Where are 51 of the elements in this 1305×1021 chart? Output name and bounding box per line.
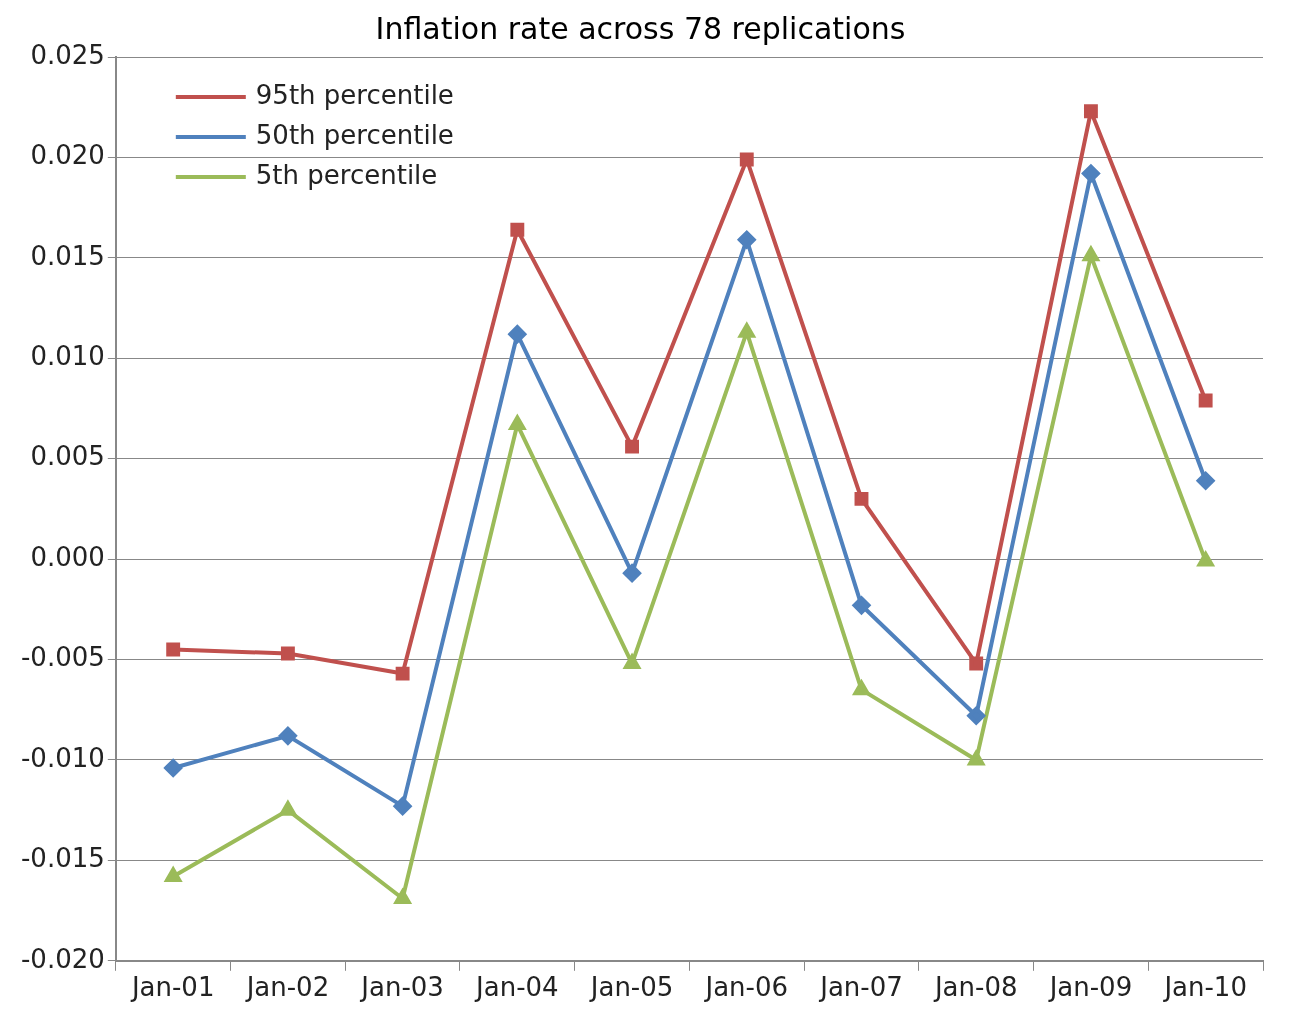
point <box>854 491 869 506</box>
point <box>508 325 527 344</box>
x-tick-label: Jan-01 <box>129 972 215 1003</box>
x-tick-label: Jan-07 <box>818 972 903 1003</box>
point <box>738 323 755 338</box>
point <box>510 222 525 237</box>
point <box>279 801 296 816</box>
point <box>623 564 642 583</box>
legend-label: 50th percentile <box>255 119 454 150</box>
point <box>164 758 183 777</box>
point <box>739 152 754 167</box>
point <box>280 646 295 661</box>
point <box>852 678 870 696</box>
y-tick-label: 0.010 <box>30 341 105 372</box>
x-tick-label: Jan-10 <box>1162 972 1247 1003</box>
x-tick-label: Jan-02 <box>244 972 330 1003</box>
y-tick-label: 0.005 <box>30 441 105 472</box>
point <box>969 656 984 671</box>
point <box>852 596 871 615</box>
y-tick-label: 0.025 <box>30 39 105 70</box>
point <box>1197 552 1214 567</box>
point <box>625 439 639 454</box>
point <box>166 642 181 657</box>
y-tick-label: -0.010 <box>20 742 105 773</box>
chart-title: Inflation rate across 78 replications <box>375 10 906 46</box>
x-tick-label: Jan-03 <box>359 972 444 1003</box>
point <box>278 726 297 745</box>
point <box>1083 104 1098 119</box>
point <box>393 797 412 816</box>
point <box>967 706 986 725</box>
point <box>393 887 412 905</box>
point <box>1196 471 1215 490</box>
point <box>395 666 410 681</box>
x-tick-label: Jan-05 <box>588 972 674 1003</box>
point <box>968 750 985 766</box>
point <box>1198 393 1213 408</box>
point <box>165 867 182 882</box>
y-tick-label: 0.020 <box>30 140 105 171</box>
x-tick-label: Jan-04 <box>474 972 559 1003</box>
y-tick-label: 0.000 <box>30 541 105 572</box>
y-tick-label: -0.015 <box>20 843 105 874</box>
legend-label: 95th percentile <box>255 79 454 110</box>
x-tick-label: Jan-09 <box>1047 972 1133 1003</box>
point <box>1081 164 1100 183</box>
x-tick-label: Jan-06 <box>703 972 789 1003</box>
x-tick-label: Jan-08 <box>932 972 1018 1003</box>
y-tick-label: -0.020 <box>20 943 105 974</box>
y-tick-label: -0.005 <box>20 642 105 673</box>
y-tick-label: 0.015 <box>30 240 105 271</box>
point <box>737 230 756 249</box>
legend-label: 5th percentile <box>255 159 438 190</box>
